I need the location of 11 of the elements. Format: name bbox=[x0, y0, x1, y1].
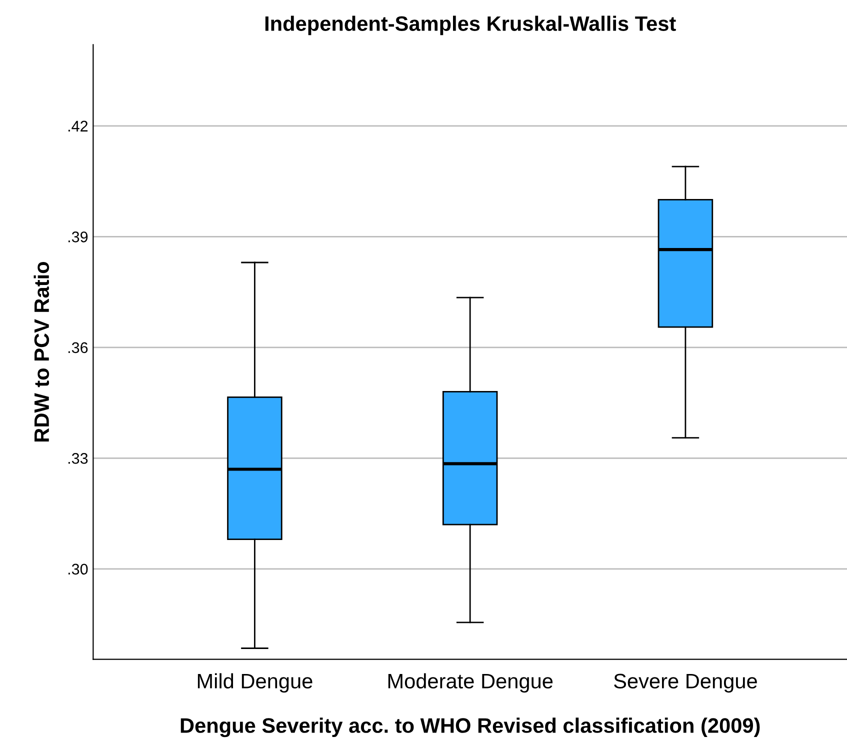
x-tick-label: Moderate Dengue bbox=[388, 673, 553, 693]
x-axis-title: Dengue Severity acc. to WHO Revised classification (2009) bbox=[180, 718, 760, 738]
chart-title: Independent-Samples Kruskal-Wallis Test bbox=[265, 16, 676, 36]
y-tick-label: .30 bbox=[68, 564, 88, 575]
y-tick-label: .42 bbox=[68, 120, 88, 132]
y-axis-title: RDW to PCV Ratio bbox=[34, 262, 50, 442]
x-tick-label: Mild Dengue bbox=[198, 673, 312, 693]
y-tick-label: .36 bbox=[68, 342, 88, 354]
y-tick-label: .33 bbox=[68, 453, 88, 464]
y-tick-label: .39 bbox=[68, 232, 88, 242]
x-tick-label: Severe Dengue bbox=[614, 674, 757, 693]
